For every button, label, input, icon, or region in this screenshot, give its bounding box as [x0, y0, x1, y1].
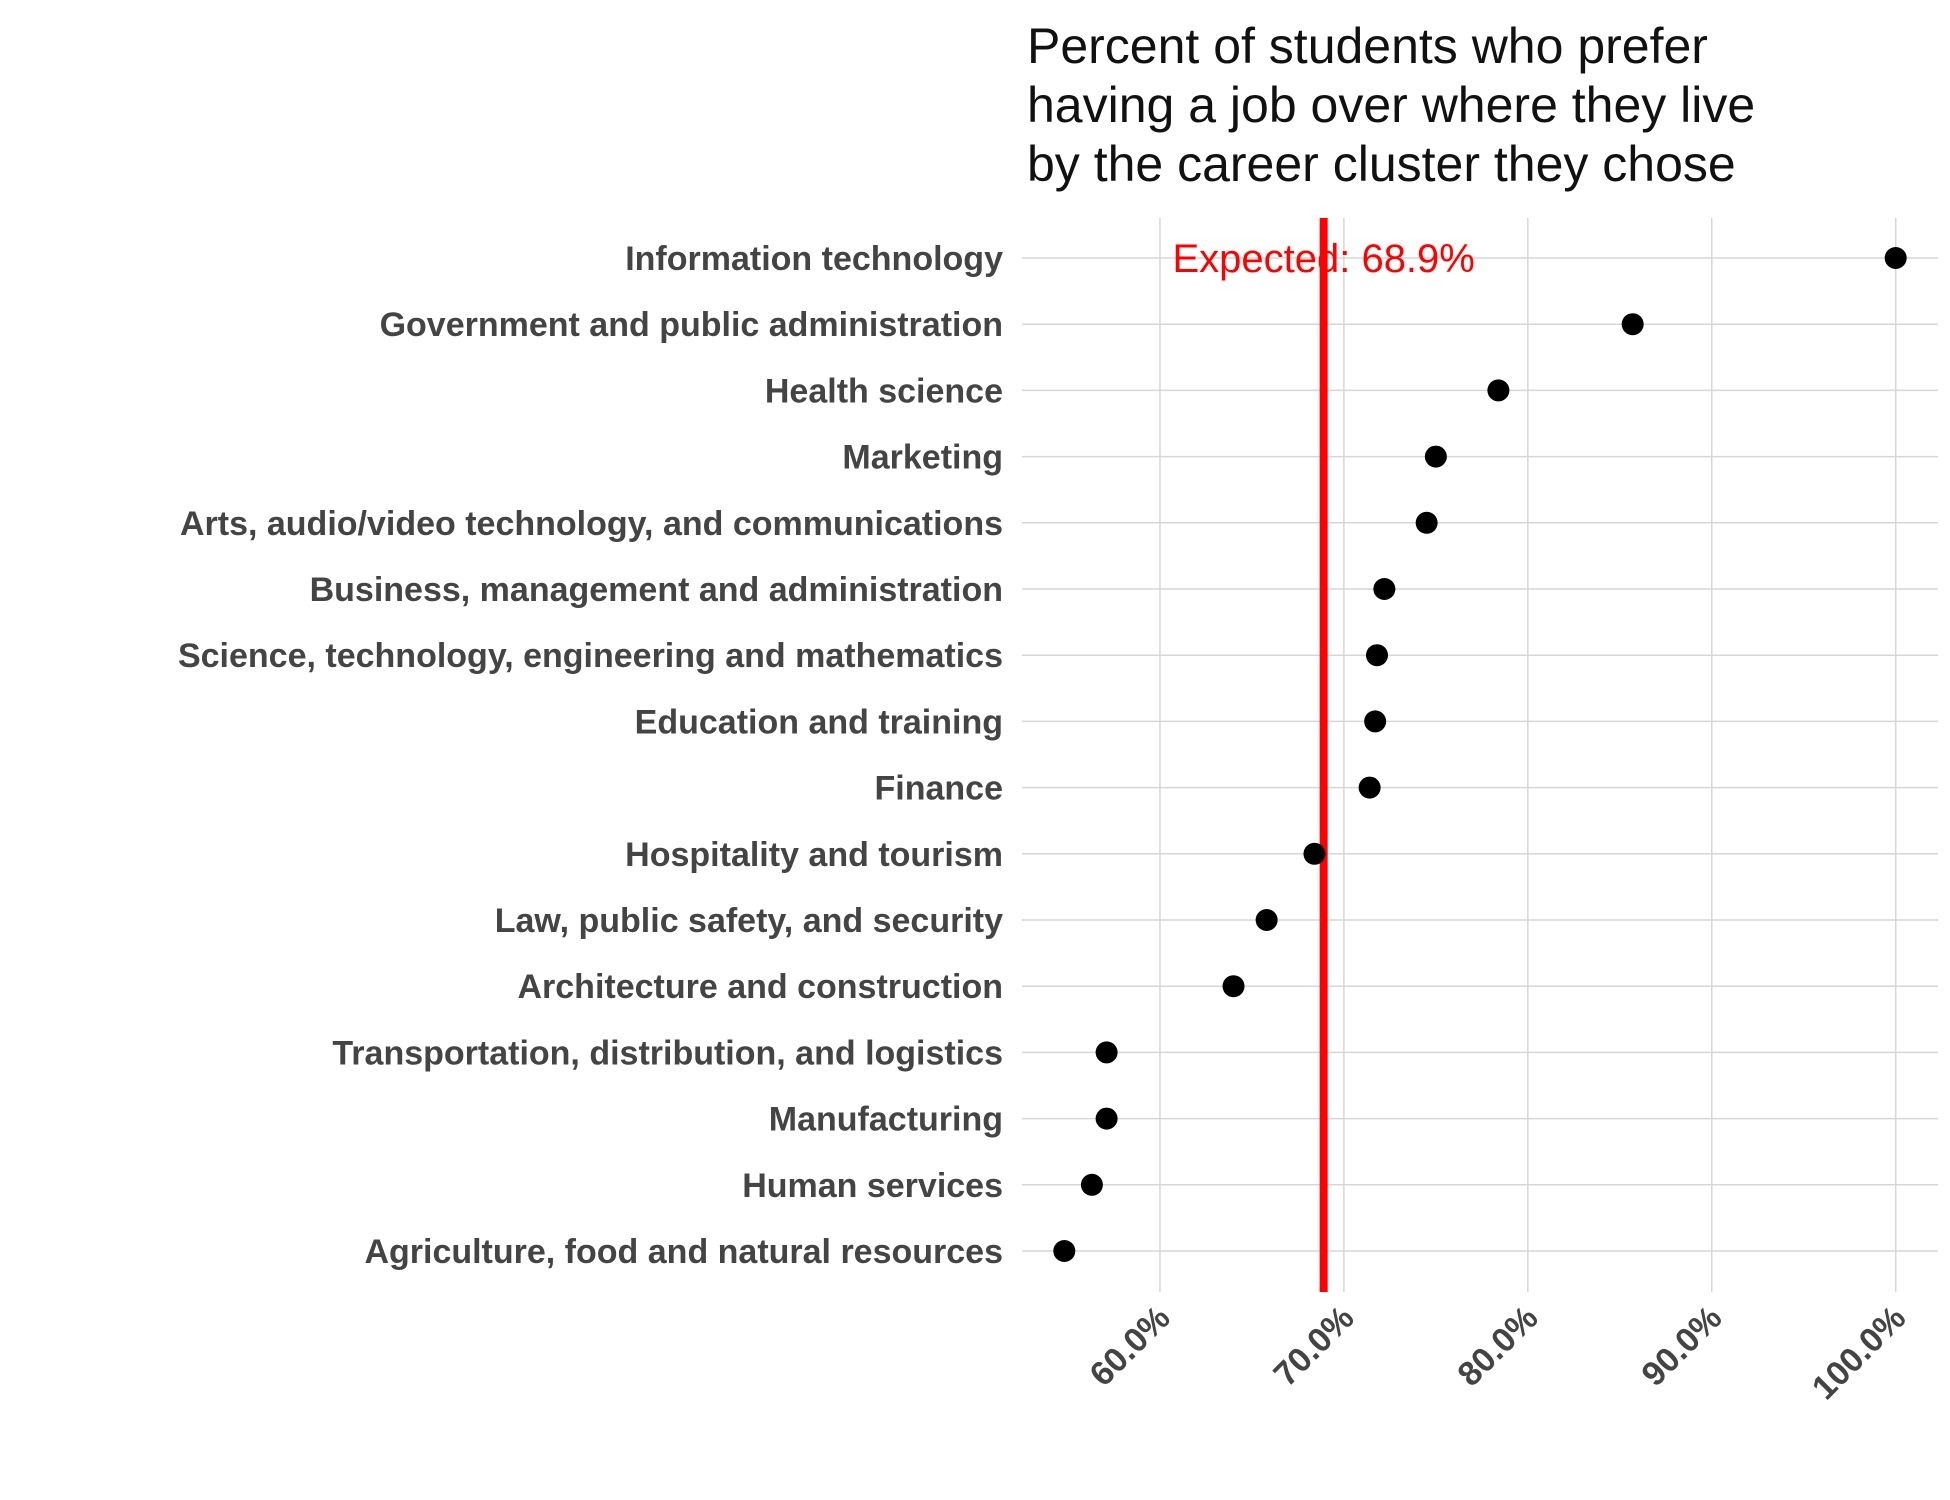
- category-label: Transportation, distribution, and logist…: [332, 1034, 1003, 1072]
- x-tick-label: 60.0%: [1083, 1299, 1178, 1394]
- data-points: [1053, 247, 1907, 1262]
- title-line-3: by the career cluster they chose: [1027, 136, 1736, 192]
- category-label: Agriculture, food and natural resources: [364, 1233, 1003, 1271]
- x-tick-label: 100.0%: [1805, 1299, 1913, 1407]
- category-label: Finance: [875, 770, 1003, 808]
- category-label: Arts, audio/video technology, and commun…: [180, 505, 1003, 543]
- category-labels: Information technology Government and pub…: [178, 240, 1003, 1271]
- data-point: [1487, 379, 1510, 402]
- category-label: Business, management and administration: [310, 571, 1003, 609]
- data-point: [1364, 710, 1387, 733]
- grid-lines: [1022, 218, 1938, 1292]
- category-label: Health science: [765, 372, 1003, 410]
- data-point: [1621, 313, 1644, 336]
- expected-reference-label: Expected: 68.9%: [1172, 237, 1474, 281]
- category-label: Architecture and construction: [517, 968, 1003, 1006]
- data-point: [1884, 247, 1907, 269]
- data-point: [1358, 776, 1381, 799]
- data-point: [1424, 445, 1447, 468]
- category-label: Science, technology, engineering and mat…: [178, 637, 1003, 675]
- x-tick-label: 70.0%: [1267, 1299, 1362, 1394]
- category-label: Law, public safety, and security: [495, 902, 1003, 940]
- category-label: Marketing: [842, 439, 1003, 477]
- data-point: [1095, 1041, 1118, 1064]
- reference-line-group: Expected: 68.9%: [1172, 218, 1475, 1292]
- data-point: [1053, 1240, 1076, 1262]
- category-label: Government and public administration: [380, 306, 1003, 344]
- category-label: Manufacturing: [769, 1101, 1003, 1139]
- data-point: [1222, 975, 1245, 998]
- x-axis-tick-labels: 60.0% 70.0% 80.0% 90.0% 100.0%: [1083, 1299, 1914, 1407]
- data-point: [1373, 578, 1396, 600]
- category-label: Information technology: [625, 240, 1003, 278]
- title-line-1: Percent of students who prefer: [1027, 18, 1708, 74]
- category-label: Human services: [742, 1167, 1003, 1205]
- data-point: [1415, 511, 1438, 534]
- title-line-2: having a job over where they live: [1027, 77, 1755, 133]
- chart-title: Percent of students who prefer having a …: [1027, 18, 1755, 192]
- data-point: [1303, 842, 1326, 865]
- data-point: [1095, 1107, 1118, 1130]
- category-label: Hospitality and tourism: [625, 836, 1003, 874]
- x-tick-label: 80.0%: [1450, 1299, 1545, 1394]
- data-point: [1255, 909, 1278, 931]
- data-point: [1080, 1173, 1103, 1196]
- x-tick-label: 90.0%: [1634, 1299, 1729, 1394]
- category-label: Education and training: [635, 703, 1003, 741]
- data-point: [1365, 644, 1388, 667]
